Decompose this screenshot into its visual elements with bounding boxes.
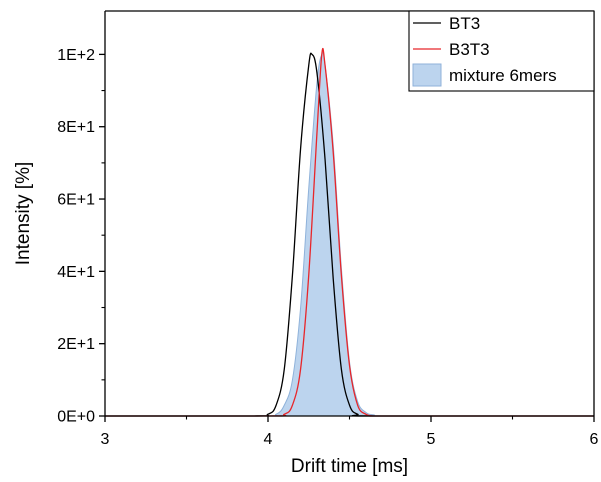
- y-tick-label: 0E+0: [57, 409, 95, 426]
- x-tick-label: 4: [264, 431, 273, 448]
- tick-labels: 3 4 5 6 0E+0 2E+1 4E+1 6E+1 8E+1 1E+2: [57, 47, 598, 448]
- line-series-layer: [104, 47, 594, 417]
- legend-label: B3T3: [449, 40, 490, 59]
- y-tick-label: 2E+1: [57, 336, 95, 353]
- y-tick-label: 4E+1: [57, 264, 95, 281]
- legend-swatch-area: [412, 63, 442, 87]
- x-tick-label: 6: [590, 431, 599, 448]
- y-tick-label: 8E+1: [57, 119, 95, 136]
- x-axis-title: Drift time [ms]: [291, 456, 408, 477]
- legend-label: mixture 6mers: [449, 66, 557, 85]
- series-line-0: [104, 52, 594, 417]
- series-line-1: [104, 47, 594, 417]
- y-tick-label: 1E+2: [57, 47, 95, 64]
- x-tick-label: 5: [427, 431, 436, 448]
- y-axis-title: Intensity [%]: [13, 162, 34, 266]
- legend-label: BT3: [449, 14, 480, 33]
- legend: BT3 B3T3 mixture 6mers: [408, 10, 595, 92]
- x-tick-label: 3: [101, 431, 110, 448]
- y-tick-label: 6E+1: [57, 192, 95, 209]
